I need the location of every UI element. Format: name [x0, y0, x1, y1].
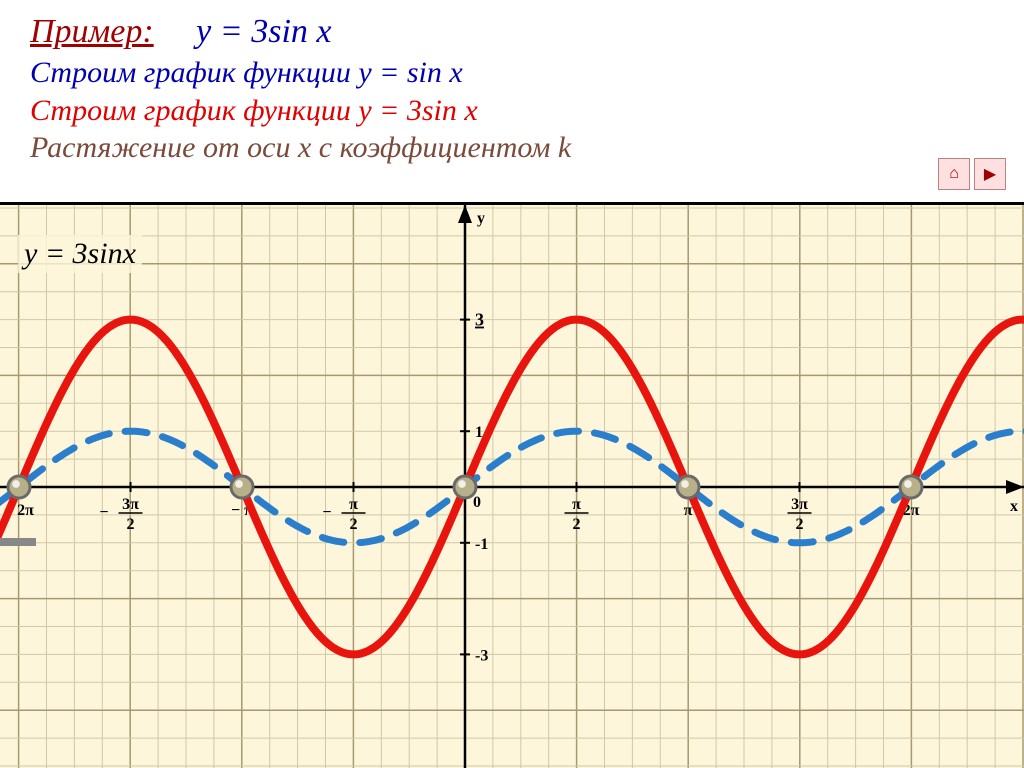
subtitle-sinx: Строим график функции у = sin x	[30, 54, 994, 92]
function-label: y = 3sinx	[18, 235, 142, 273]
gray-mark	[0, 538, 36, 546]
svg-text:2: 2	[796, 516, 804, 533]
home-button[interactable]: ⌂	[938, 158, 970, 190]
svg-text:-3: -3	[475, 647, 488, 664]
svg-text:π: π	[572, 496, 581, 513]
svg-text:x: x	[1010, 498, 1018, 515]
chart-area: yx031-1-3− 2π−3π2− π−π2π2π3π22π	[0, 202, 1024, 768]
title-line: Пример: y = 3sin x	[30, 10, 994, 54]
main-formula: y = 3sin x	[196, 13, 331, 50]
svg-text:2: 2	[126, 516, 134, 533]
svg-text:0: 0	[473, 494, 481, 511]
svg-text:3π: 3π	[791, 496, 808, 513]
nav-icons: ⌂ ▶	[938, 158, 1006, 190]
svg-text:2: 2	[349, 516, 357, 533]
header-block: Пример: y = 3sin x Строим график функции…	[0, 0, 1024, 167]
svg-text:3π: 3π	[122, 496, 139, 513]
svg-text:2: 2	[573, 516, 581, 533]
subtitle-stretch: Растяжение от оси х с коэффициентом k	[30, 129, 994, 167]
chart-svg: yx031-1-3− 2π−3π2− π−π2π2π3π22π	[0, 205, 1024, 768]
svg-text:π: π	[349, 496, 358, 513]
svg-text:y: y	[477, 210, 485, 227]
svg-text:-1: -1	[475, 536, 488, 553]
subtitle-3sinx: Строим график функции у = 3sin x	[30, 92, 994, 130]
svg-text:−: −	[322, 504, 331, 521]
svg-text:3: 3	[475, 310, 484, 330]
next-button[interactable]: ▶	[974, 158, 1006, 190]
svg-text:−: −	[99, 504, 108, 521]
example-label: Пример:	[30, 13, 154, 50]
